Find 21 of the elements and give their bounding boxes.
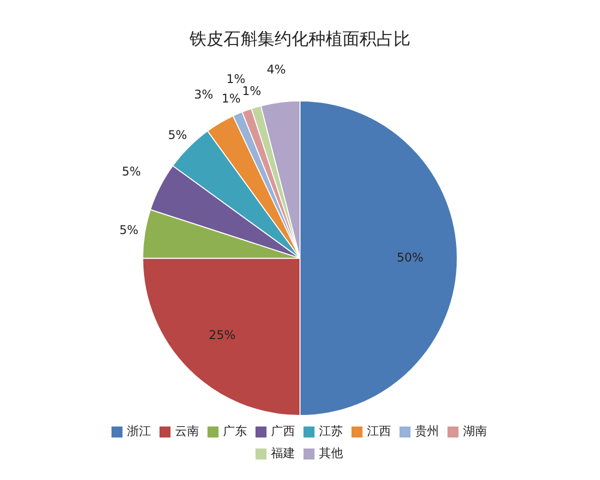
data-label: 5%	[168, 128, 187, 142]
data-label: 1%	[222, 91, 241, 106]
legend-label: 贵州	[415, 424, 439, 438]
legend-label: 江西	[367, 424, 391, 438]
legend-label: 福建	[271, 446, 295, 460]
legend-label: 湖南	[463, 424, 487, 438]
data-label: 1%	[226, 72, 246, 86]
data-label: 1%	[242, 84, 262, 98]
legend-label: 其他	[319, 446, 343, 460]
legend-label: 广东	[223, 424, 247, 438]
legend-label: 广西	[271, 424, 295, 438]
legend-label: 江苏	[319, 424, 343, 438]
data-label: 25%	[208, 328, 236, 342]
data-label: 5%	[122, 164, 141, 178]
legend-label: 云南	[175, 424, 199, 438]
data-label: 5%	[119, 223, 138, 238]
data-label: 4%	[266, 62, 286, 77]
legend-label: 浙江	[127, 424, 151, 438]
data-label: 50%	[396, 250, 424, 264]
data-label: 3%	[194, 87, 214, 102]
chart-title: 铁皮石斛集约化种植面积占比	[188, 30, 410, 50]
